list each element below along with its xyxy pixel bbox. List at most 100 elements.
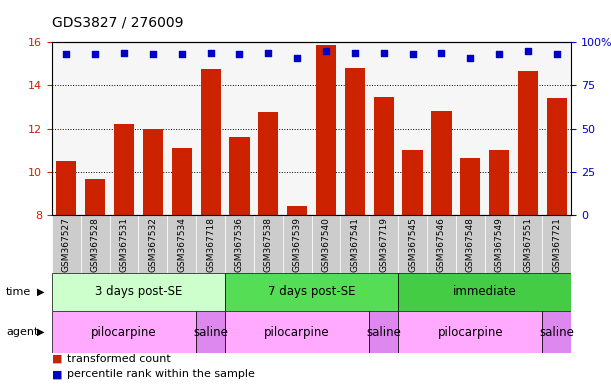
Text: pilocarpine: pilocarpine xyxy=(437,326,503,339)
Bar xyxy=(81,215,109,273)
Bar xyxy=(196,311,225,353)
Text: GSM367540: GSM367540 xyxy=(321,217,331,271)
Text: ▶: ▶ xyxy=(37,287,44,297)
Text: immediate: immediate xyxy=(453,285,517,298)
Bar xyxy=(52,42,81,215)
Bar xyxy=(114,124,134,215)
Text: 3 days post-SE: 3 days post-SE xyxy=(95,285,182,298)
Text: GSM367551: GSM367551 xyxy=(524,217,533,272)
Text: GSM367527: GSM367527 xyxy=(62,217,71,271)
Bar xyxy=(543,311,571,353)
Bar xyxy=(254,215,283,273)
Point xyxy=(523,48,533,54)
Bar xyxy=(518,71,538,215)
Text: GSM367538: GSM367538 xyxy=(264,217,273,272)
Point xyxy=(494,51,504,58)
Text: GSM367531: GSM367531 xyxy=(120,217,128,272)
Bar xyxy=(283,215,312,273)
Point xyxy=(552,51,562,58)
Text: ▶: ▶ xyxy=(37,327,44,337)
Point xyxy=(206,50,216,56)
Point xyxy=(62,51,71,58)
Bar xyxy=(109,215,139,273)
Bar xyxy=(398,273,571,311)
Bar xyxy=(229,137,249,215)
Point xyxy=(466,55,475,61)
Bar xyxy=(340,215,369,273)
Point xyxy=(119,50,129,56)
Bar xyxy=(316,45,336,215)
Bar xyxy=(287,207,307,215)
Text: 7 days post-SE: 7 days post-SE xyxy=(268,285,356,298)
Point xyxy=(148,51,158,58)
Bar xyxy=(52,311,196,353)
Text: transformed count: transformed count xyxy=(67,354,171,364)
Bar xyxy=(167,215,196,273)
Bar xyxy=(196,215,225,273)
Bar xyxy=(52,273,225,311)
Point xyxy=(350,50,360,56)
Point xyxy=(379,50,389,56)
Point xyxy=(177,51,187,58)
Bar xyxy=(225,311,369,353)
Text: saline: saline xyxy=(540,326,574,339)
Bar xyxy=(514,215,543,273)
Bar xyxy=(340,42,369,215)
Text: GSM367721: GSM367721 xyxy=(552,217,562,271)
Bar xyxy=(85,179,105,215)
Bar xyxy=(456,42,485,215)
Bar xyxy=(369,215,398,273)
Text: pilocarpine: pilocarpine xyxy=(91,326,157,339)
Bar xyxy=(312,42,340,215)
Bar xyxy=(403,150,423,215)
Text: GSM367719: GSM367719 xyxy=(379,217,388,272)
Bar xyxy=(283,42,312,215)
Point xyxy=(263,50,273,56)
Bar xyxy=(456,215,485,273)
Text: percentile rank within the sample: percentile rank within the sample xyxy=(67,369,255,379)
Text: GSM367534: GSM367534 xyxy=(177,217,186,271)
Bar xyxy=(81,42,109,215)
Text: GSM367541: GSM367541 xyxy=(350,217,359,271)
Text: GSM367532: GSM367532 xyxy=(148,217,158,271)
Bar xyxy=(485,215,514,273)
Bar xyxy=(369,311,398,353)
Text: ■: ■ xyxy=(52,354,62,364)
Bar xyxy=(374,97,394,215)
Bar xyxy=(196,42,225,215)
Text: GSM367548: GSM367548 xyxy=(466,217,475,271)
Text: pilocarpine: pilocarpine xyxy=(265,326,330,339)
Bar xyxy=(485,42,514,215)
Bar xyxy=(52,215,81,273)
Bar xyxy=(225,215,254,273)
Point xyxy=(90,51,100,58)
Text: saline: saline xyxy=(367,326,401,339)
Bar xyxy=(398,215,427,273)
Text: saline: saline xyxy=(193,326,228,339)
Bar xyxy=(139,215,167,273)
Text: GSM367718: GSM367718 xyxy=(206,217,215,272)
Bar xyxy=(345,68,365,215)
Text: agent: agent xyxy=(6,327,38,337)
Bar xyxy=(489,150,509,215)
Text: GSM367536: GSM367536 xyxy=(235,217,244,272)
Text: time: time xyxy=(6,287,31,297)
Text: GSM367545: GSM367545 xyxy=(408,217,417,271)
Point xyxy=(235,51,244,58)
Point xyxy=(321,48,331,54)
Bar xyxy=(460,158,480,215)
Bar xyxy=(431,111,452,215)
Text: GSM367546: GSM367546 xyxy=(437,217,446,271)
Bar xyxy=(312,215,340,273)
Bar xyxy=(547,98,567,215)
Point xyxy=(408,51,417,58)
Bar xyxy=(514,42,543,215)
Bar xyxy=(254,42,283,215)
Bar xyxy=(143,129,163,215)
Bar xyxy=(172,148,192,215)
Bar xyxy=(427,42,456,215)
Bar xyxy=(427,215,456,273)
Text: GSM367549: GSM367549 xyxy=(495,217,503,271)
Point xyxy=(437,50,447,56)
Bar xyxy=(225,42,254,215)
